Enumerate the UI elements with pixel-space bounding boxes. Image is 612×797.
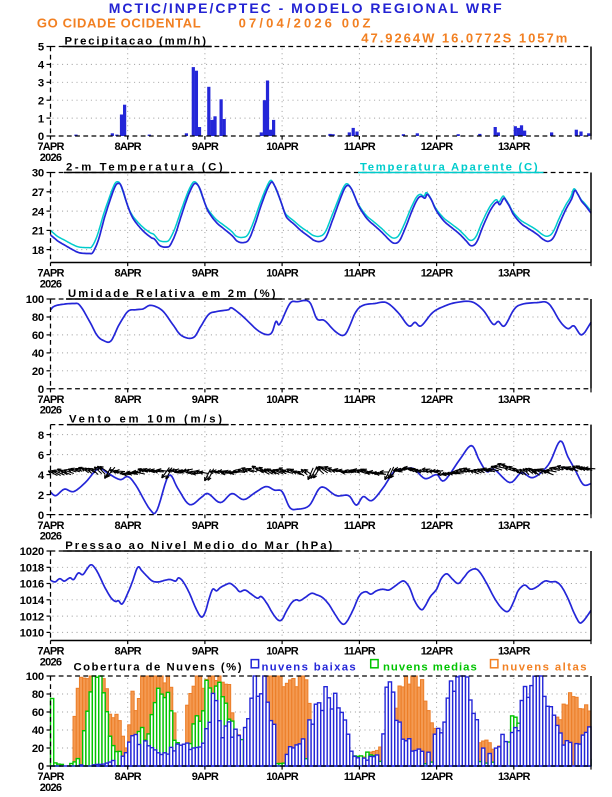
svg-text:11APR: 11APR [344,394,376,406]
svg-text:60: 60 [32,707,44,719]
svg-text:18: 18 [32,245,44,257]
svg-text:40: 40 [32,725,44,737]
svg-text:1: 1 [38,113,44,125]
svg-text:0: 0 [38,384,44,396]
svg-text:Pressao ao Nivel Medio do Mar: Pressao ao Nivel Medio do Mar (hPa) [65,540,334,552]
svg-text:13APR: 13APR [498,141,531,153]
svg-text:5: 5 [38,42,44,54]
svg-text:20: 20 [32,366,44,378]
svg-text:7APR: 7APR [37,394,64,406]
svg-text:12APR: 12APR [421,771,454,783]
svg-text:9APR: 9APR [192,268,219,280]
svg-text:10APR: 10APR [266,141,299,153]
svg-text:nuvens altas: nuvens altas [502,662,588,674]
svg-text:40: 40 [32,348,44,360]
svg-text:13APR: 13APR [498,646,531,658]
svg-text:12APR: 12APR [421,394,454,406]
svg-text:9APR: 9APR [192,646,219,658]
svg-text:10APR: 10APR [266,771,299,783]
svg-text:1010: 1010 [20,628,44,640]
svg-text:9APR: 9APR [192,520,219,532]
svg-text:13APR: 13APR [498,520,531,532]
svg-text:6: 6 [38,450,44,462]
svg-text:7APR: 7APR [37,520,64,532]
svg-text:60: 60 [32,330,44,342]
svg-text:24: 24 [32,206,45,218]
svg-text:8APR: 8APR [115,268,142,280]
svg-text:12APR: 12APR [421,520,454,532]
svg-text:7APR: 7APR [37,141,64,153]
svg-text:GO CIDADE OCIDENTAL: GO CIDADE OCIDENTAL [37,15,202,30]
svg-text:7APR: 7APR [37,646,64,658]
svg-text:30: 30 [32,168,44,180]
svg-text:1016: 1016 [20,579,44,591]
svg-text:2026: 2026 [40,152,62,164]
svg-text:MCTIC/INPE/CPTEC - MODELO REGI: MCTIC/INPE/CPTEC - MODELO REGIONAL WRF [109,0,504,16]
svg-text:10APR: 10APR [266,646,299,658]
svg-text:Vento em 10m (m/s): Vento em 10m (m/s) [69,414,225,426]
svg-text:2: 2 [38,490,44,502]
svg-text:11APR: 11APR [344,268,376,280]
svg-text:11APR: 11APR [344,520,376,532]
svg-text:11APR: 11APR [344,771,376,783]
svg-text:0: 0 [38,131,44,143]
svg-text:0: 0 [38,761,44,773]
svg-text:13APR: 13APR [498,771,531,783]
svg-text:11APR: 11APR [344,141,376,153]
svg-text:4: 4 [38,60,45,72]
svg-text:8APR: 8APR [115,646,142,658]
svg-text:12APR: 12APR [421,141,454,153]
svg-text:20: 20 [32,743,44,755]
svg-text:8APR: 8APR [115,520,142,532]
svg-text:47.9264W 16.0772S 1057m: 47.9264W 16.0772S 1057m [361,31,569,46]
svg-text:8APR: 8APR [115,394,142,406]
svg-text:9APR: 9APR [192,394,219,406]
svg-text:7APR: 7APR [37,268,64,280]
svg-text:1014: 1014 [20,595,45,607]
svg-text:Cobertura de Nuvens (%): Cobertura de Nuvens (%) [74,662,243,674]
svg-text:nuvens medias: nuvens medias [383,662,478,674]
svg-text:12APR: 12APR [421,268,454,280]
svg-text:9APR: 9APR [192,771,219,783]
svg-text:10APR: 10APR [266,394,299,406]
svg-text:07/04/2026 00Z: 07/04/2026 00Z [239,15,374,30]
svg-text:nuvens baixas: nuvens baixas [262,662,358,674]
svg-text:2026: 2026 [40,656,62,668]
svg-text:8: 8 [38,430,44,442]
svg-text:100: 100 [26,294,44,306]
svg-text:21: 21 [32,226,44,238]
svg-text:13APR: 13APR [498,394,531,406]
svg-text:27: 27 [32,187,44,199]
svg-text:7APR: 7APR [37,771,64,783]
svg-text:2026: 2026 [40,405,62,417]
svg-text:4: 4 [38,470,45,482]
svg-text:1020: 1020 [20,546,44,558]
svg-text:3: 3 [38,78,44,90]
svg-text:2: 2 [38,95,44,107]
svg-text:11APR: 11APR [344,646,376,658]
svg-text:0: 0 [38,510,44,522]
svg-text:8APR: 8APR [115,141,142,153]
svg-text:80: 80 [32,312,44,324]
svg-text:10APR: 10APR [266,268,299,280]
svg-text:10APR: 10APR [266,520,299,532]
svg-text:80: 80 [32,689,44,701]
svg-text:2026: 2026 [40,782,62,792]
svg-text:2-m Temperatura (C): 2-m Temperatura (C) [66,162,225,174]
svg-text:8APR: 8APR [115,771,142,783]
svg-text:1018: 1018 [20,563,44,575]
svg-text:2026: 2026 [40,278,62,290]
svg-text:9APR: 9APR [192,141,219,153]
svg-text:1012: 1012 [20,611,44,623]
svg-text:13APR: 13APR [498,268,531,280]
svg-text:Precipitacao (mm/h): Precipitacao (mm/h) [65,36,208,48]
svg-text:Temperatura Aparente (C): Temperatura Aparente (C) [360,162,539,174]
svg-text:100: 100 [26,671,44,683]
svg-text:12APR: 12APR [421,646,454,658]
svg-text:Umidade Relativa em 2m (%): Umidade Relativa em 2m (%) [68,288,278,300]
svg-text:2026: 2026 [40,530,62,542]
